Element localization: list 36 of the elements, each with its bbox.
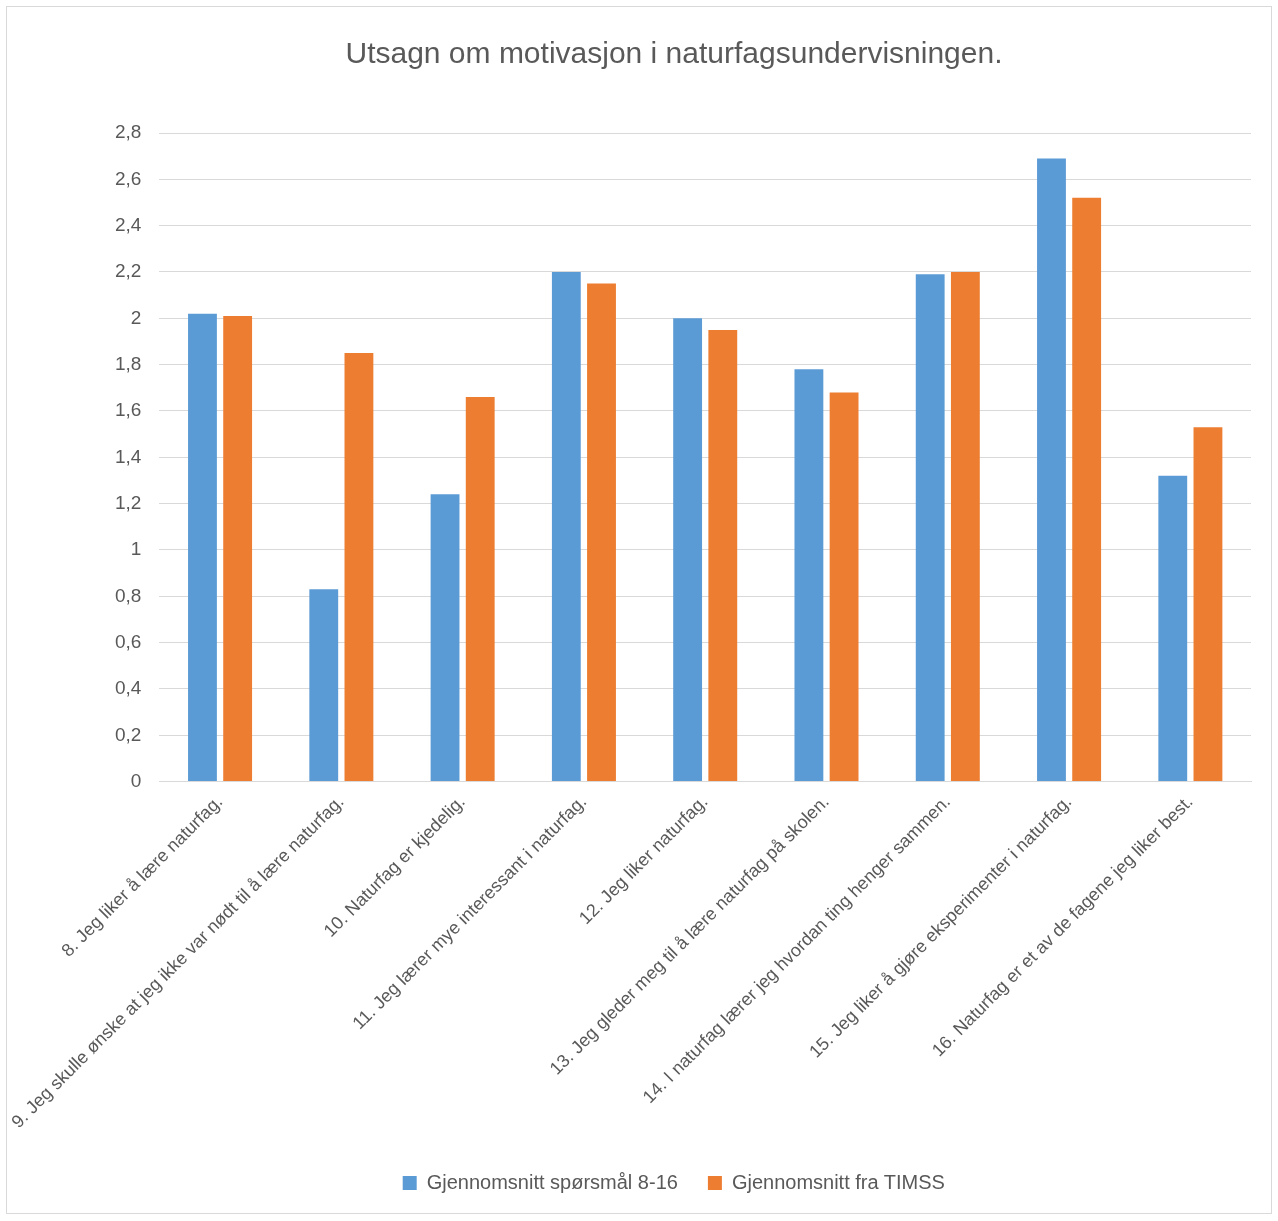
y-tick-label: 2,4 [114, 213, 142, 235]
legend-label: Gjennomsnitt fra TIMSS [731, 1170, 945, 1193]
y-tick-label: 1,2 [114, 491, 142, 513]
bar [344, 353, 374, 782]
bar [587, 283, 616, 782]
y-tick-label: 2 [130, 306, 142, 328]
bar [950, 271, 980, 782]
y-tick-label: 0 [130, 769, 142, 791]
bar [673, 318, 703, 782]
y-tick-label: 2,8 [114, 121, 142, 143]
y-tick-label: 0,4 [114, 677, 142, 699]
bar [708, 329, 738, 782]
bar [309, 589, 339, 782]
y-tick-label: 1,4 [114, 445, 142, 467]
legend-label: Gjennomsnitt spørsmål 8-16 [426, 1170, 678, 1193]
bar [188, 313, 217, 782]
bar [223, 316, 253, 782]
chart-title: Utsagn om motivasjon i naturfagsundervisningen. [345, 36, 1003, 70]
bar [1037, 158, 1066, 782]
bar [794, 369, 824, 782]
y-tick-label: 0,2 [114, 723, 142, 745]
bar [1158, 475, 1188, 782]
y-tick-label: 1,8 [114, 352, 142, 374]
bar [1193, 427, 1223, 782]
bar [430, 494, 460, 782]
y-tick-label: 0,8 [114, 584, 142, 606]
y-tick-label: 2,2 [114, 260, 142, 282]
bar [1072, 197, 1102, 782]
bar [915, 274, 945, 782]
y-tick-label: 0,6 [114, 630, 142, 652]
y-tick-label: 1 [130, 538, 142, 560]
bar [465, 397, 495, 782]
y-tick-label: 2,6 [114, 167, 142, 189]
bar [551, 271, 581, 782]
y-tick-label: 1,6 [114, 399, 142, 421]
bar [829, 392, 859, 782]
